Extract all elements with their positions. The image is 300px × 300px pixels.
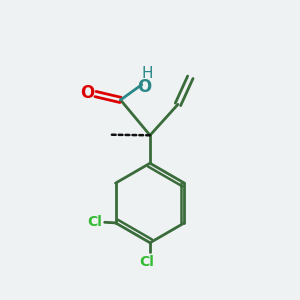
Text: H: H (141, 66, 153, 81)
Text: O: O (80, 84, 94, 102)
Text: O: O (137, 78, 151, 96)
Text: Cl: Cl (87, 215, 102, 229)
Text: Cl: Cl (139, 255, 154, 269)
